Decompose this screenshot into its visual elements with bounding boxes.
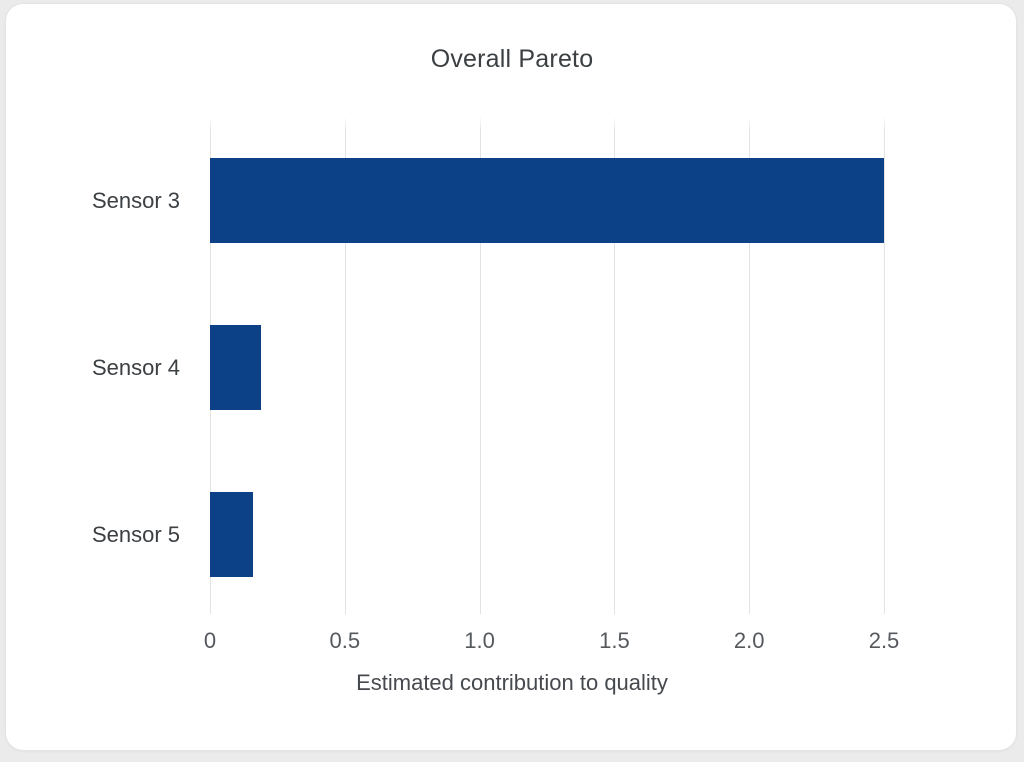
category-label: Sensor 4 [91, 354, 180, 380]
x-tick-label: 1.5 [599, 628, 630, 653]
x-tick-label: 1.0 [464, 628, 495, 653]
gridline [884, 116, 885, 614]
x-tick-label: 2.0 [733, 628, 765, 653]
bar-sensor-5 [210, 492, 254, 577]
x-tick-label: 0.5 [329, 628, 361, 653]
chart-card [5, 3, 1017, 751]
x-tick-label: 2.5 [868, 628, 900, 653]
bar-sensor-3 [210, 158, 884, 243]
category-label: Sensor 5 [91, 521, 180, 547]
x-tick-label: 0 [203, 628, 217, 653]
bar-sensor-4 [210, 325, 262, 410]
gridline [749, 116, 751, 614]
chart-title: Overall Pareto [430, 45, 594, 73]
category-label: Sensor 3 [91, 187, 180, 213]
gridline [614, 116, 616, 614]
gridline [479, 116, 481, 614]
x-axis-title: Estimated contribution to quality [356, 670, 668, 695]
gridline [344, 116, 346, 614]
